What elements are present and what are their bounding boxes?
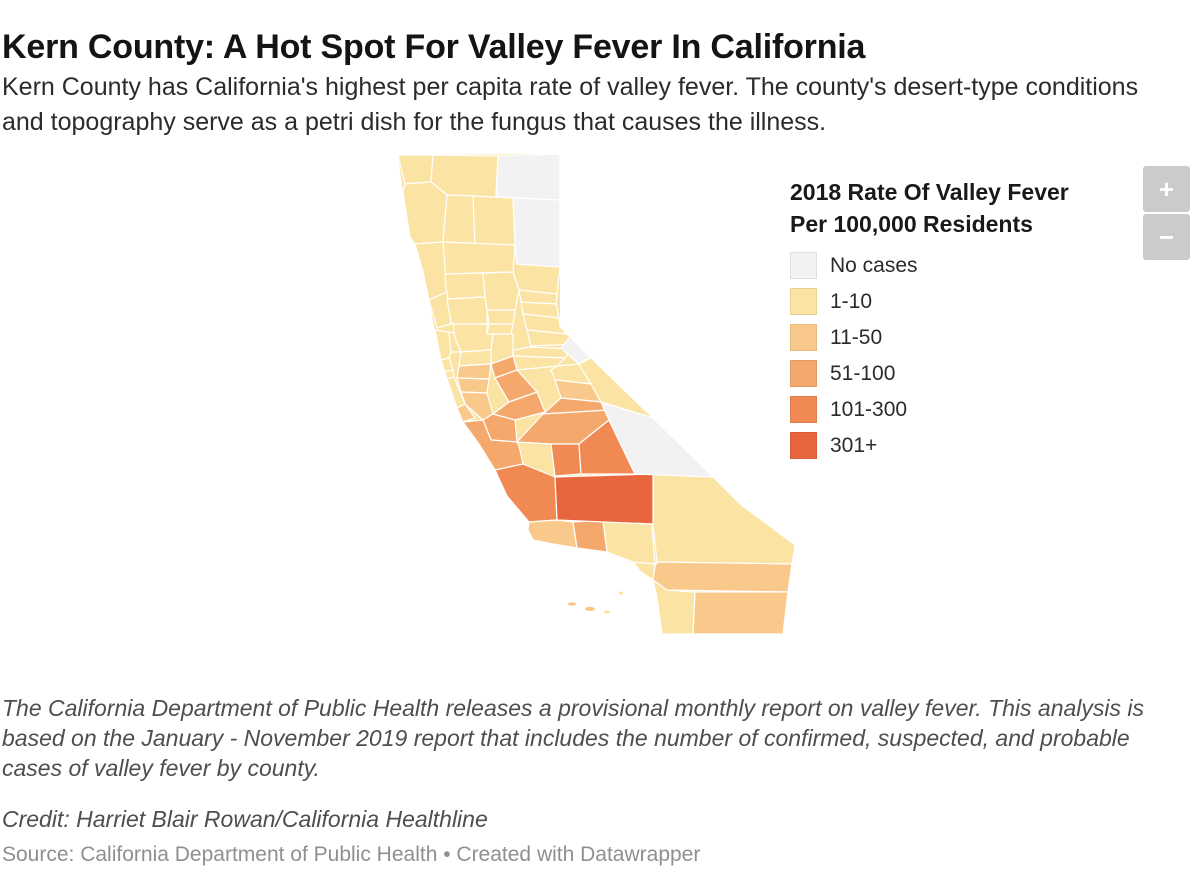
legend-item-51-100: 51-100 — [790, 360, 1160, 387]
county-lake[interactable] — [428, 291, 452, 329]
legend-label: 11-50 — [830, 325, 883, 349]
county-riverside[interactable] — [652, 561, 793, 593]
county-santa-cruz[interactable] — [456, 403, 476, 423]
county-yolo[interactable] — [452, 323, 494, 353]
legend-item-1-10: 1-10 — [790, 288, 1160, 315]
legend-swatch — [790, 288, 817, 315]
zoom-controls: + − — [1143, 166, 1190, 260]
legend-item-11-50: 11-50 — [790, 324, 1160, 351]
legend-label: 301+ — [830, 433, 878, 457]
channel-island[interactable] — [603, 609, 611, 615]
county-alpine[interactable] — [560, 336, 591, 365]
county-yuba[interactable] — [486, 309, 516, 325]
county-los-angeles[interactable] — [602, 517, 656, 565]
map-container: 2018 Rate Of Valley Fever Per 100,000 Re… — [0, 150, 1200, 670]
page-description: Kern County has California's highest per… — [2, 73, 1139, 136]
county-modoc[interactable] — [495, 153, 561, 201]
county-butte[interactable] — [482, 271, 520, 311]
legend-label: 1-10 — [830, 289, 873, 313]
county-glenn[interactable] — [444, 272, 486, 300]
legend-swatch — [790, 360, 817, 387]
footnote: The California Department of Public Heal… — [2, 695, 1145, 781]
county-lassen[interactable] — [512, 197, 561, 268]
legend-item-no-cases: No cases — [790, 252, 1160, 279]
county-ventura[interactable] — [572, 519, 608, 553]
county-shasta[interactable] — [472, 195, 516, 246]
county-sutter[interactable] — [486, 323, 514, 335]
legend-items: No cases 1-10 11-50 51-100 101-300 — [790, 252, 1160, 459]
county-san-bernardino[interactable] — [652, 473, 796, 565]
legend-title-line1: 2018 Rate Of Valley Fever — [790, 179, 1069, 205]
county-humboldt[interactable] — [402, 181, 448, 245]
county-mendocino[interactable] — [414, 241, 448, 301]
channel-island[interactable] — [618, 590, 624, 596]
legend-label: No cases — [830, 253, 918, 277]
county-santa-barbara[interactable] — [527, 519, 578, 549]
county-kings[interactable] — [550, 443, 582, 477]
legend-label: 51-100 — [830, 361, 896, 385]
legend-label: 101-300 — [830, 397, 908, 421]
legend-swatch — [790, 432, 817, 459]
zoom-in-button[interactable]: + — [1143, 166, 1190, 212]
zoom-out-button[interactable]: − — [1143, 214, 1190, 260]
channel-island[interactable] — [584, 606, 596, 612]
county-sonoma[interactable] — [434, 329, 452, 361]
county-tehama[interactable] — [442, 241, 516, 275]
legend-swatch — [790, 252, 817, 279]
legend-item-101-300: 101-300 — [790, 396, 1160, 423]
county-colusa[interactable] — [446, 296, 488, 325]
county-contra-costa[interactable] — [456, 363, 492, 380]
county-inyo[interactable] — [600, 401, 714, 478]
legend-item-301-plus: 301+ — [790, 432, 1160, 459]
california-choropleth-map — [397, 153, 796, 635]
county-trinity[interactable] — [442, 194, 476, 245]
legend-title-line2: Per 100,000 Residents — [790, 211, 1033, 237]
map-legend: 2018 Rate Of Valley Fever Per 100,000 Re… — [790, 176, 1160, 468]
county-alameda[interactable] — [456, 377, 490, 394]
legend-title: 2018 Rate Of Valley Fever Per 100,000 Re… — [790, 176, 1160, 240]
credit-line: Credit: Harriet Blair Rowan/California H… — [2, 806, 488, 832]
page-title: Kern County: A Hot Spot For Valley Fever… — [2, 27, 866, 66]
county-orange[interactable] — [632, 561, 656, 581]
source-line: Source: California Department of Public … — [2, 843, 701, 866]
county-kern[interactable] — [554, 473, 654, 525]
legend-swatch — [790, 396, 817, 423]
county-solano[interactable] — [458, 349, 492, 367]
county-monterey[interactable] — [462, 419, 524, 471]
county-placer[interactable] — [522, 313, 568, 335]
county-imperial[interactable] — [692, 591, 789, 635]
legend-swatch — [790, 324, 817, 351]
channel-island[interactable] — [567, 601, 577, 607]
